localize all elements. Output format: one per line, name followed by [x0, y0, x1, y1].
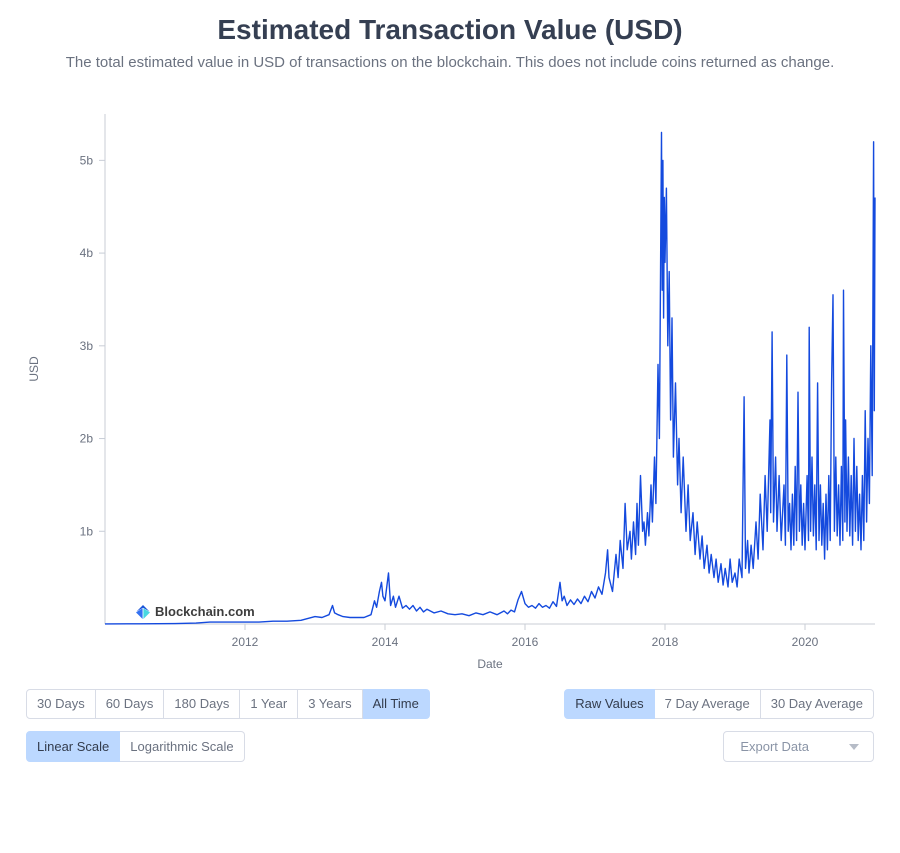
- smoothing-group: Raw Values7 Day Average30 Day Average: [564, 689, 874, 720]
- scale-btn-logarithmic-scale[interactable]: Logarithmic Scale: [120, 731, 244, 762]
- smoothing-btn-raw-values[interactable]: Raw Values: [564, 689, 654, 720]
- controls-row-2: Linear ScaleLogarithmic Scale Export Dat…: [20, 731, 880, 762]
- watermark: Blockchain.com: [135, 604, 255, 620]
- svg-text:2012: 2012: [232, 635, 259, 649]
- scale-group: Linear ScaleLogarithmic Scale: [26, 731, 245, 762]
- time-range-group: 30 Days60 Days180 Days1 Year3 YearsAll T…: [26, 689, 430, 720]
- chevron-down-icon: [849, 744, 859, 750]
- chart-subtitle: The total estimated value in USD of tran…: [60, 52, 840, 74]
- controls-row-1: 30 Days60 Days180 Days1 Year3 YearsAll T…: [20, 689, 880, 720]
- export-label: Export Data: [740, 739, 809, 754]
- svg-text:2016: 2016: [512, 635, 539, 649]
- blockchain-logo-icon: [135, 604, 151, 620]
- svg-text:2b: 2b: [80, 431, 94, 445]
- export-data-dropdown[interactable]: Export Data: [723, 731, 874, 762]
- scale-btn-linear-scale[interactable]: Linear Scale: [26, 731, 120, 762]
- watermark-text: Blockchain.com: [155, 604, 255, 619]
- range-btn-180-days[interactable]: 180 Days: [164, 689, 240, 720]
- svg-text:2020: 2020: [792, 635, 819, 649]
- svg-text:Date: Date: [477, 657, 503, 671]
- svg-text:3b: 3b: [80, 339, 94, 353]
- chart-title: Estimated Transaction Value (USD): [20, 14, 880, 46]
- svg-text:4b: 4b: [80, 246, 94, 260]
- smoothing-btn-30-day-average[interactable]: 30 Day Average: [761, 689, 874, 720]
- svg-text:5b: 5b: [80, 153, 94, 167]
- svg-text:2018: 2018: [652, 635, 679, 649]
- smoothing-btn-7-day-average[interactable]: 7 Day Average: [655, 689, 761, 720]
- range-btn-30-days[interactable]: 30 Days: [26, 689, 96, 720]
- svg-text:2014: 2014: [372, 635, 399, 649]
- range-btn-3-years[interactable]: 3 Years: [298, 689, 362, 720]
- range-btn-1-year[interactable]: 1 Year: [240, 689, 298, 720]
- svg-text:1b: 1b: [80, 524, 94, 538]
- chart-svg: 1b 2b 3b 4b 5b 2012 2014 2016 2018 2020 Date USD: [20, 104, 880, 674]
- svg-text:USD: USD: [27, 356, 41, 382]
- range-btn-60-days[interactable]: 60 Days: [96, 689, 165, 720]
- range-btn-all-time[interactable]: All Time: [363, 689, 430, 720]
- chart-container: 1b 2b 3b 4b 5b 2012 2014 2016 2018 2020 Date USD Bl…: [20, 104, 880, 679]
